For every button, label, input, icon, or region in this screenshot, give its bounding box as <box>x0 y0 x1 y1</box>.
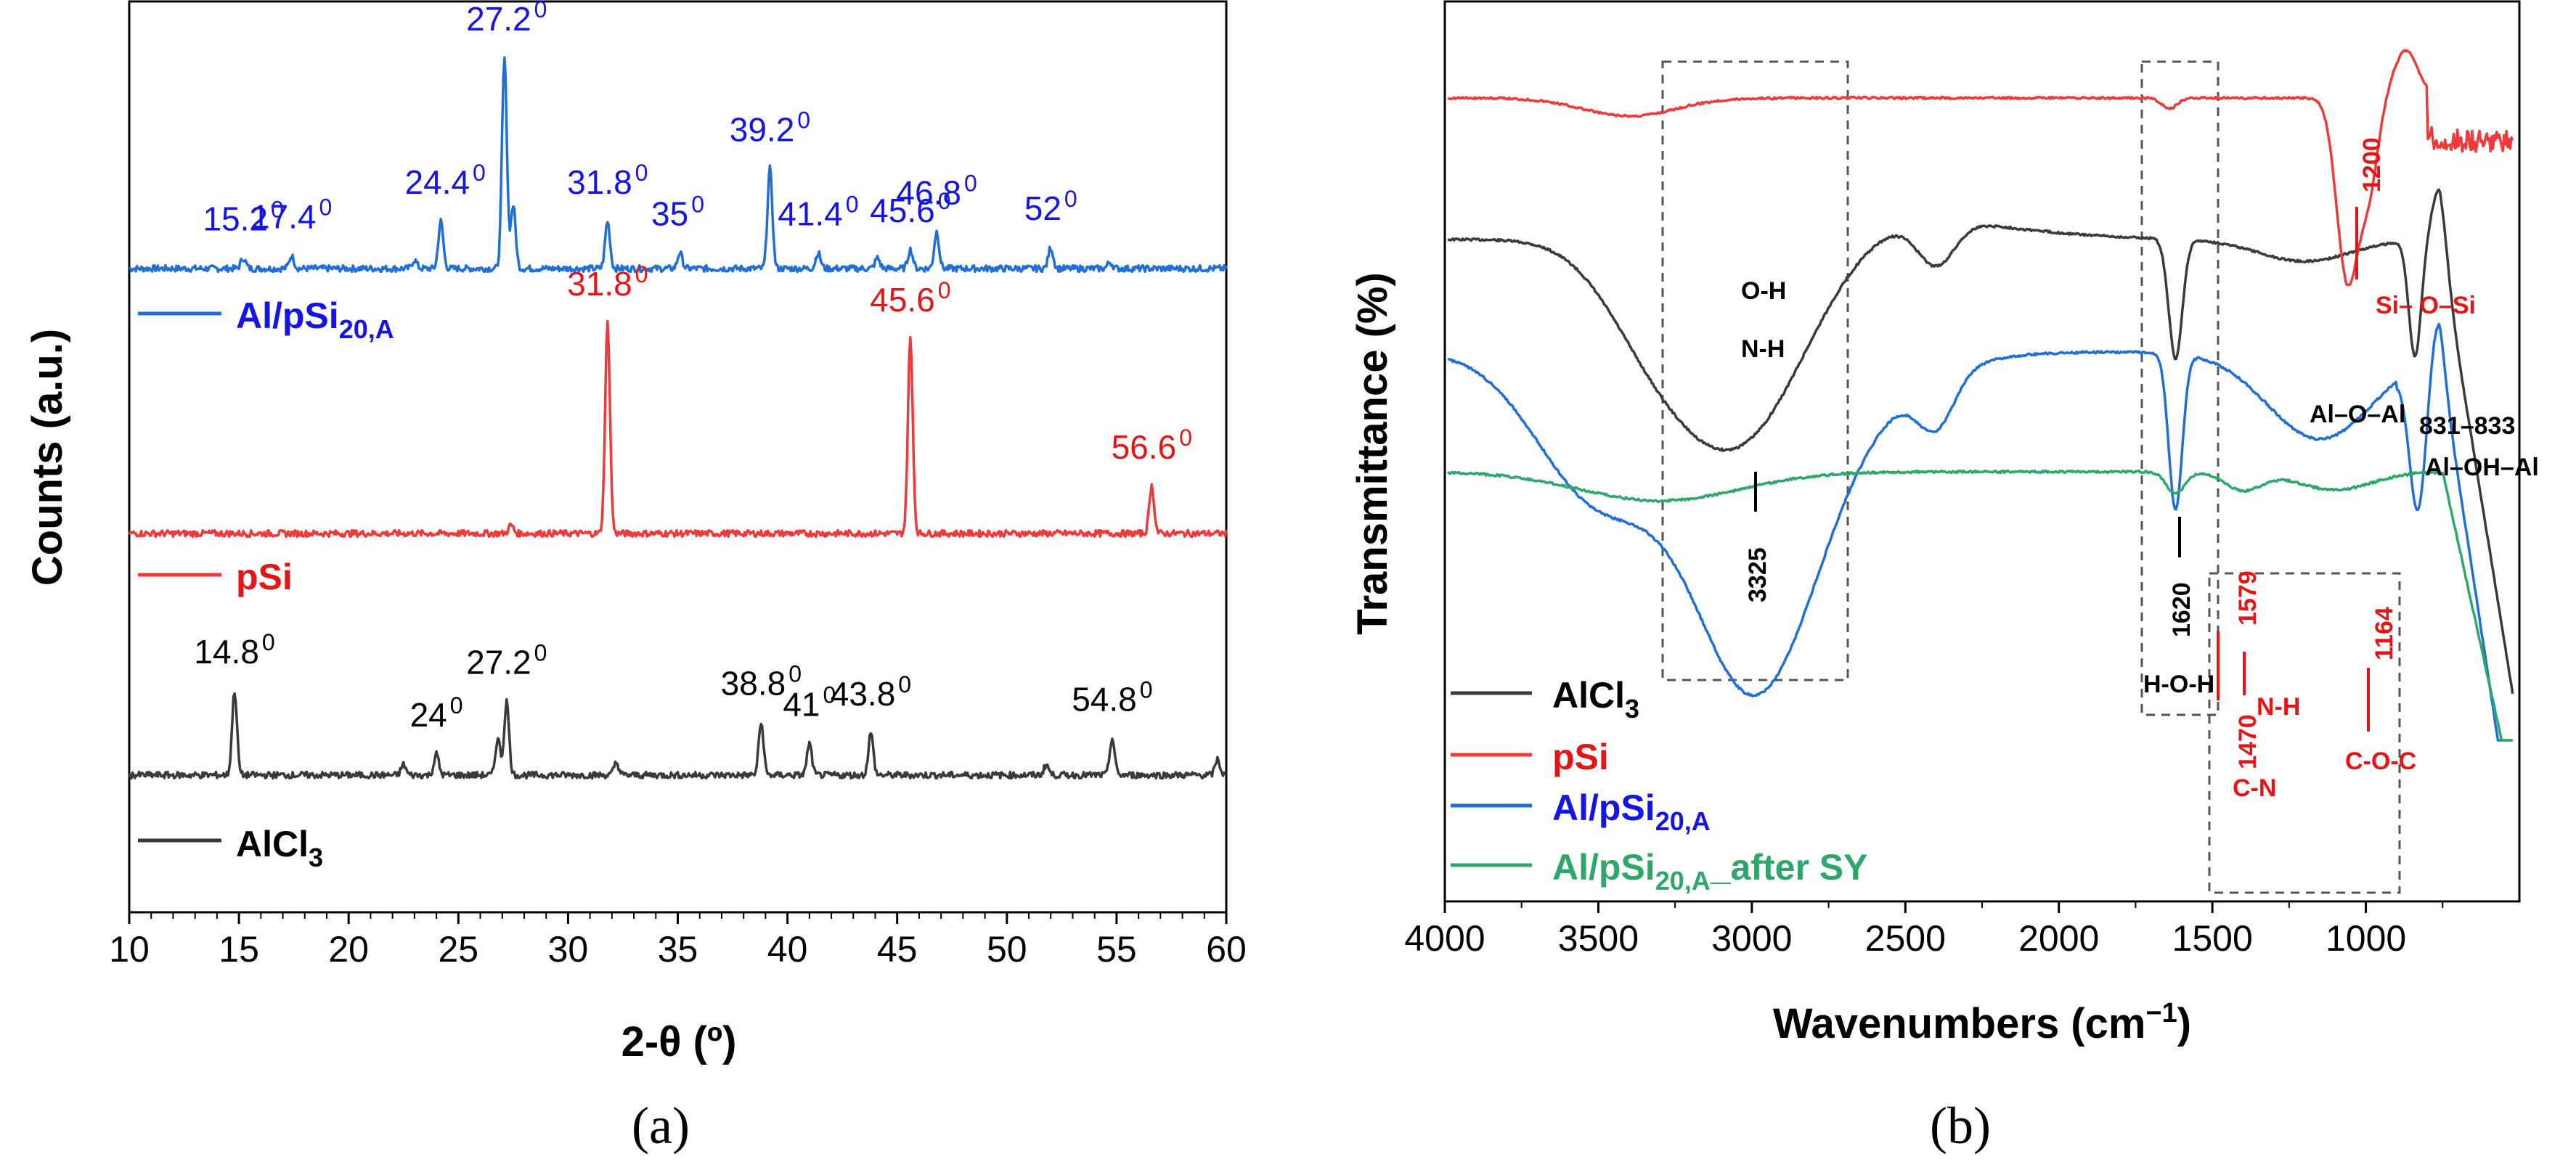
label-n-h-2: N-H <box>2257 693 2300 721</box>
label-c-n: C-N <box>2233 774 2276 802</box>
ftir-y-axis-label: Transmittance (%) <box>1349 272 1396 635</box>
xrd-peak-label: 54.8 0 <box>1072 676 1152 718</box>
xrd-peak-label: 45.6 0 <box>870 277 950 319</box>
xrd-x-ticks: 10 15 20 25 30 35 40 45 50 55 60 <box>109 912 1247 970</box>
xrd-peak-label: 14.8 0 <box>194 629 274 671</box>
label-o-h: O-H <box>1741 277 1786 305</box>
xrd-peak-label: 15.2 0 <box>203 197 283 238</box>
dashed-box-hoh <box>2140 60 2220 716</box>
legend-label-psi: pSi <box>236 557 293 597</box>
xrd-tick-label: 20 <box>328 929 369 970</box>
ftir-series-line <box>1448 322 2513 742</box>
xrd-chart: 10 15 20 25 30 35 40 45 50 55 60 15.2 017.4 0 24.4 0 27… <box>24 0 1247 1155</box>
xrd-tick-label: 40 <box>767 929 808 970</box>
xrd-peak-label: 24.4 0 <box>405 160 486 201</box>
ftir-series-line <box>1447 188 2514 695</box>
xrd-series-line <box>129 56 1228 274</box>
xrd-peak-label: 41 0 <box>783 682 836 724</box>
xrd-peak-label: 39.2 0 <box>730 107 810 148</box>
label-1200: 1200 <box>2358 137 2386 192</box>
xrd-tick-label: 50 <box>987 929 1027 970</box>
ftir-x-axis-label: Wavenumbers (cm−1) <box>1773 998 2191 1047</box>
xrd-peak-label: 52 0 <box>1024 186 1077 227</box>
xrd-peak-label: 31.8 0 <box>567 261 648 303</box>
xrd-peak-label: 27.2 0 <box>466 640 547 681</box>
xrd-peak-label: 31.8 0 <box>567 160 648 201</box>
ftir-series-line <box>1446 469 2513 742</box>
label-al-o-al: Al–O–Al <box>2310 401 2405 428</box>
xrd-peak-label: 24 0 <box>410 692 463 734</box>
label-al-oh-al: Al–OH–Al <box>2425 454 2539 481</box>
xrd-peak-label: 43.8 0 <box>831 671 911 713</box>
legend-label-b-psi: pSi <box>1552 737 1609 777</box>
ftir-series-line <box>1447 49 2514 287</box>
legend-label-alpsi: Al/pSi20,A <box>236 295 394 344</box>
ftir-tick-label: 2000 <box>2018 918 2099 959</box>
xrd-peak-labels: 15.2 017.4 0 24.4 0 27.2 0 31.8 035 0 39.2 0 41.4 0 45… <box>194 0 1192 734</box>
legend-label-b-alpsi: Al/pSi20,A <box>1552 787 1711 836</box>
xrd-y-axis-label: Counts (a.u.) <box>24 329 71 586</box>
xrd-tick-label: 55 <box>1096 929 1137 970</box>
label-1164: 1164 <box>2371 607 2398 660</box>
legend-label-alcl3: AlCl3 <box>236 824 323 872</box>
ftir-tick-label: 1000 <box>2326 918 2406 959</box>
xrd-tick-label: 15 <box>219 929 259 970</box>
ftir-tick-label: 2500 <box>1865 918 1946 959</box>
xrd-tick-label: 45 <box>877 929 918 970</box>
xrd-tick-label: 30 <box>548 929 589 970</box>
label-3325: 3325 <box>1744 547 1772 602</box>
dashed-box-nh <box>2208 572 2401 894</box>
ftir-tick-label: 3500 <box>1558 918 1639 959</box>
ftir-series <box>1446 49 2514 742</box>
xrd-tick-label: 60 <box>1206 929 1247 970</box>
xrd-x-axis-label: 2-θ (º) <box>621 1018 737 1065</box>
panel-label-a: (a) <box>632 1097 690 1155</box>
dashed-box-oh <box>1661 60 1849 681</box>
ftir-x-ticks: 4000 3500 3000 2500 2000 1500 1000 <box>1404 901 2444 959</box>
panel-label-b: (b) <box>1930 1097 1991 1155</box>
xrd-peak-label: 45.6 0 <box>870 188 950 229</box>
label-si-o-si: Si– O–Si <box>2376 292 2476 319</box>
label-1470: 1470 <box>2234 714 2262 769</box>
label-831-833: 831–833 <box>2419 412 2515 440</box>
xrd-peak-label: 46.8 0 <box>896 170 977 211</box>
label-1620: 1620 <box>2168 582 2196 637</box>
ftir-tick-label: 3000 <box>1711 918 1792 959</box>
xrd-peak-label: 35 0 <box>651 191 704 232</box>
label-n-h: N-H <box>1741 335 1785 363</box>
ftir-chart: 4000 3500 3000 2500 2000 1500 1000 O-H N-H 332… <box>1349 0 2539 1155</box>
xrd-series-line <box>128 319 1228 539</box>
xrd-tick-label: 35 <box>658 929 698 970</box>
ftir-tick-label: 1500 <box>2172 918 2253 959</box>
xrd-peak-label: 56.6 0 <box>1112 425 1192 466</box>
label-c-o-c: C-O-C <box>2345 748 2416 775</box>
ftir-tick-label: 4000 <box>1404 918 1485 959</box>
xrd-tick-label: 25 <box>438 929 478 970</box>
xrd-series-line <box>128 692 1227 780</box>
xrd-series <box>128 56 1228 780</box>
label-1579: 1579 <box>2234 570 2262 626</box>
xrd-peak-label: 38.8 0 <box>721 661 802 703</box>
label-h-o-h: H-O-H <box>2143 671 2214 698</box>
xrd-peak-label: 41.4 0 <box>778 191 858 232</box>
xrd-peak-label: 17.4 0 <box>251 195 332 236</box>
legend-label-b-alpsi-sy: Al/pSi20,A_after SY <box>1552 847 1868 896</box>
xrd-tick-label: 10 <box>109 929 150 970</box>
xrd-peak-label: 27.2 0 <box>466 0 547 38</box>
legend-label-b-alcl3: AlCl3 <box>1552 675 1639 724</box>
